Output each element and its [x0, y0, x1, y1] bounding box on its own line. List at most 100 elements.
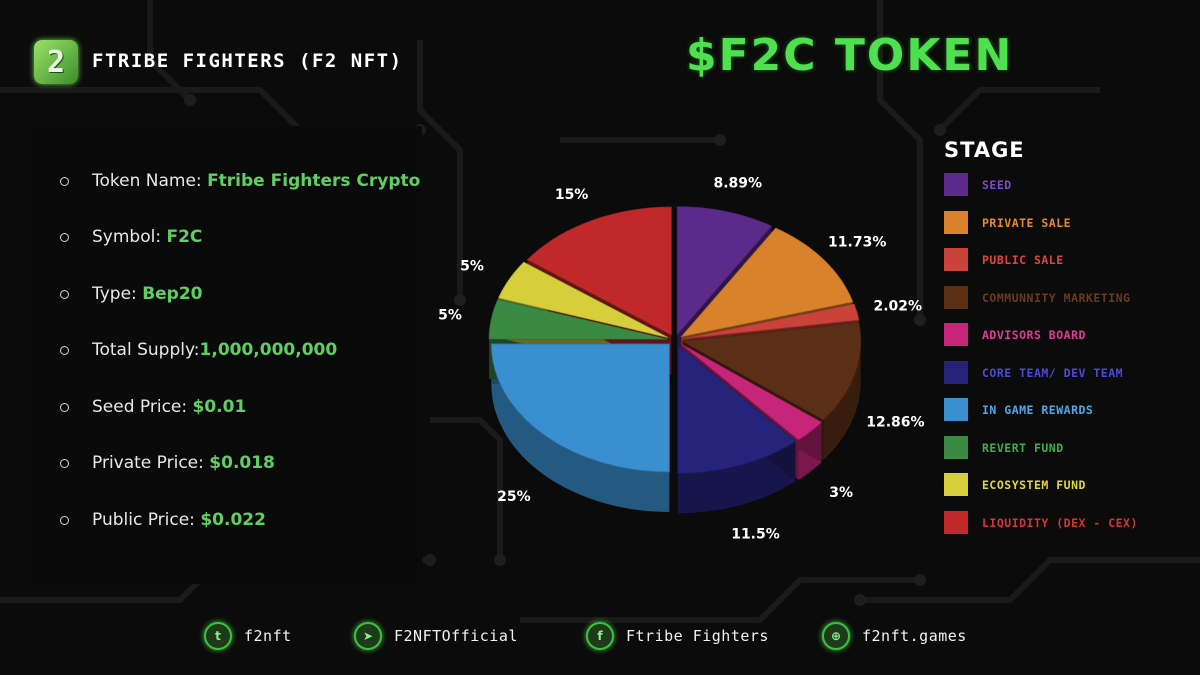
legend-item: IN GAME REWARDS	[944, 398, 1194, 422]
legend-swatch	[944, 210, 968, 234]
bullet-icon	[60, 232, 69, 242]
social-website[interactable]: ⊕ f2nft.games	[822, 622, 967, 650]
social-label: f2nft.games	[862, 627, 967, 645]
globe-icon: ⊕	[822, 622, 850, 650]
legend-item: ECOSYSTEM FUND	[944, 473, 1194, 497]
legend-item: CORE TEAM/ DEV TEAM	[944, 360, 1194, 385]
legend-item: LIQUIDITY (DEX - CEX)	[944, 510, 1194, 535]
logo-mark: 2	[46, 44, 66, 80]
info-row-seed-price: Seed Price: $0.01	[32, 392, 422, 422]
info-value: F2C	[166, 227, 203, 247]
info-label: Symbol: F2C	[92, 227, 203, 247]
legend-label: CORE TEAM/ DEV TEAM	[982, 365, 1124, 380]
info-row-token-name: Token Name: Ftribe Fighters Crypto	[32, 166, 422, 196]
info-label: Seed Price: $0.01	[92, 397, 247, 417]
pie-slice-core-team-dev-team	[677, 344, 797, 474]
info-value: Bep20	[142, 284, 203, 304]
token-info-panel: Token Name: Ftribe Fighters Crypto Symbo…	[32, 126, 422, 584]
bullet-icon	[60, 458, 69, 468]
info-value: $0.022	[200, 510, 266, 530]
data-label: 5%	[438, 307, 462, 323]
legend-item: ADVISORS BOARD	[944, 323, 1194, 347]
info-row-type: Type: Bep20	[32, 279, 422, 309]
data-label: 3%	[829, 485, 853, 501]
social-twitter[interactable]: t f2nft	[204, 622, 292, 650]
legend-label: LIQUIDITY (DEX - CEX)	[982, 515, 1138, 530]
token-title: $F2C TOKEN	[686, 30, 1014, 81]
info-label: Type: Bep20	[92, 284, 203, 304]
data-label: 11.5%	[731, 526, 780, 542]
pie-side-5	[677, 441, 796, 514]
info-label: Private Price: $0.018	[92, 453, 275, 473]
legend-item: PUBLIC SALE	[944, 248, 1194, 272]
telegram-icon: ➤	[354, 622, 382, 650]
legend-swatch	[944, 510, 968, 534]
pie-slice-seed	[676, 206, 773, 336]
info-label: Total Supply:1,000,000,000	[92, 340, 338, 360]
info-row-private-price: Private Price: $0.018	[32, 448, 422, 478]
pie-slice-communnity-marketing	[681, 322, 862, 421]
legend-label: SEED	[982, 178, 1012, 192]
info-value: 1,000,000,000	[199, 340, 338, 360]
data-label: 8.89%	[714, 176, 763, 192]
social-label: Ftribe Fighters	[626, 627, 769, 645]
info-row-public-price: Public Price: $0.022	[32, 505, 422, 535]
brand-title: FTRIBE FIGHTERS (F2 NFT)	[92, 50, 403, 72]
legend-swatch	[944, 173, 968, 196]
info-label: Token Name: Ftribe Fighters Crypto	[92, 171, 421, 191]
info-row-symbol: Symbol: F2C	[32, 222, 422, 252]
legend-item: REVERT FUND	[944, 435, 1194, 460]
social-label: F2NFTOfficial	[394, 627, 518, 645]
legend-label: ECOSYSTEM FUND	[982, 478, 1086, 492]
bullet-icon	[60, 289, 69, 299]
legend-swatch	[944, 473, 968, 496]
legend-swatch	[944, 285, 968, 309]
pie-side-3	[823, 336, 861, 460]
pie-slice-public-sale	[682, 303, 860, 340]
legend-swatch	[944, 248, 968, 271]
legend-label: IN GAME REWARDS	[982, 403, 1094, 417]
pie-slice-private-sale	[680, 227, 854, 338]
bullet-icon	[60, 176, 69, 186]
pie-side-6	[491, 344, 670, 512]
legend-swatch	[944, 323, 968, 346]
legend-label: PUBLIC SALE	[982, 253, 1064, 267]
pie-slice-revert-fund	[488, 299, 668, 340]
legend-swatch	[944, 360, 968, 384]
data-label: 11.73%	[828, 235, 886, 251]
legend-swatch	[944, 435, 968, 459]
info-value: $0.018	[209, 453, 275, 473]
social-facebook[interactable]: f Ftribe Fighters	[586, 622, 769, 650]
pie-slice-advisors-board	[680, 343, 823, 441]
legend-title: STAGE	[944, 138, 1025, 162]
data-label: 12.86%	[866, 414, 924, 430]
legend-item: SEED	[944, 173, 1194, 197]
legend-swatch	[944, 398, 968, 421]
bullet-icon	[60, 345, 69, 355]
legend-label: ADVISORS BOARD	[982, 328, 1086, 342]
legend-label: COMMUNNITY MARKETING	[982, 290, 1131, 305]
pie-slice-liquidity-dex-cex-	[526, 206, 672, 336]
info-value: $0.01	[192, 397, 247, 417]
f2-logo: 2	[34, 40, 78, 84]
bullet-icon	[60, 515, 69, 525]
data-label: 2.02%	[874, 299, 923, 315]
pie-slice-in-game-rewards	[490, 343, 670, 473]
info-value: Ftribe Fighters Crypto	[207, 171, 421, 191]
data-label: 15%	[555, 187, 589, 203]
bullet-icon	[60, 402, 69, 412]
info-label: Public Price: $0.022	[92, 510, 266, 530]
data-label: 5%	[460, 259, 484, 275]
data-label: 25%	[497, 489, 531, 505]
legend-label: PRIVATE SALE	[982, 215, 1072, 230]
legend-label: REVERT FUND	[982, 440, 1064, 455]
twitter-icon: t	[204, 622, 232, 650]
social-label: f2nft	[244, 627, 292, 645]
facebook-icon: f	[586, 622, 614, 650]
legend-item: COMMUNNITY MARKETING	[944, 285, 1194, 310]
pie-slice-ecosystem-fund	[498, 261, 669, 338]
info-row-total-supply: Total Supply:1,000,000,000	[32, 335, 422, 365]
social-telegram[interactable]: ➤ F2NFTOfficial	[354, 622, 518, 650]
legend-item: PRIVATE SALE	[944, 210, 1194, 235]
